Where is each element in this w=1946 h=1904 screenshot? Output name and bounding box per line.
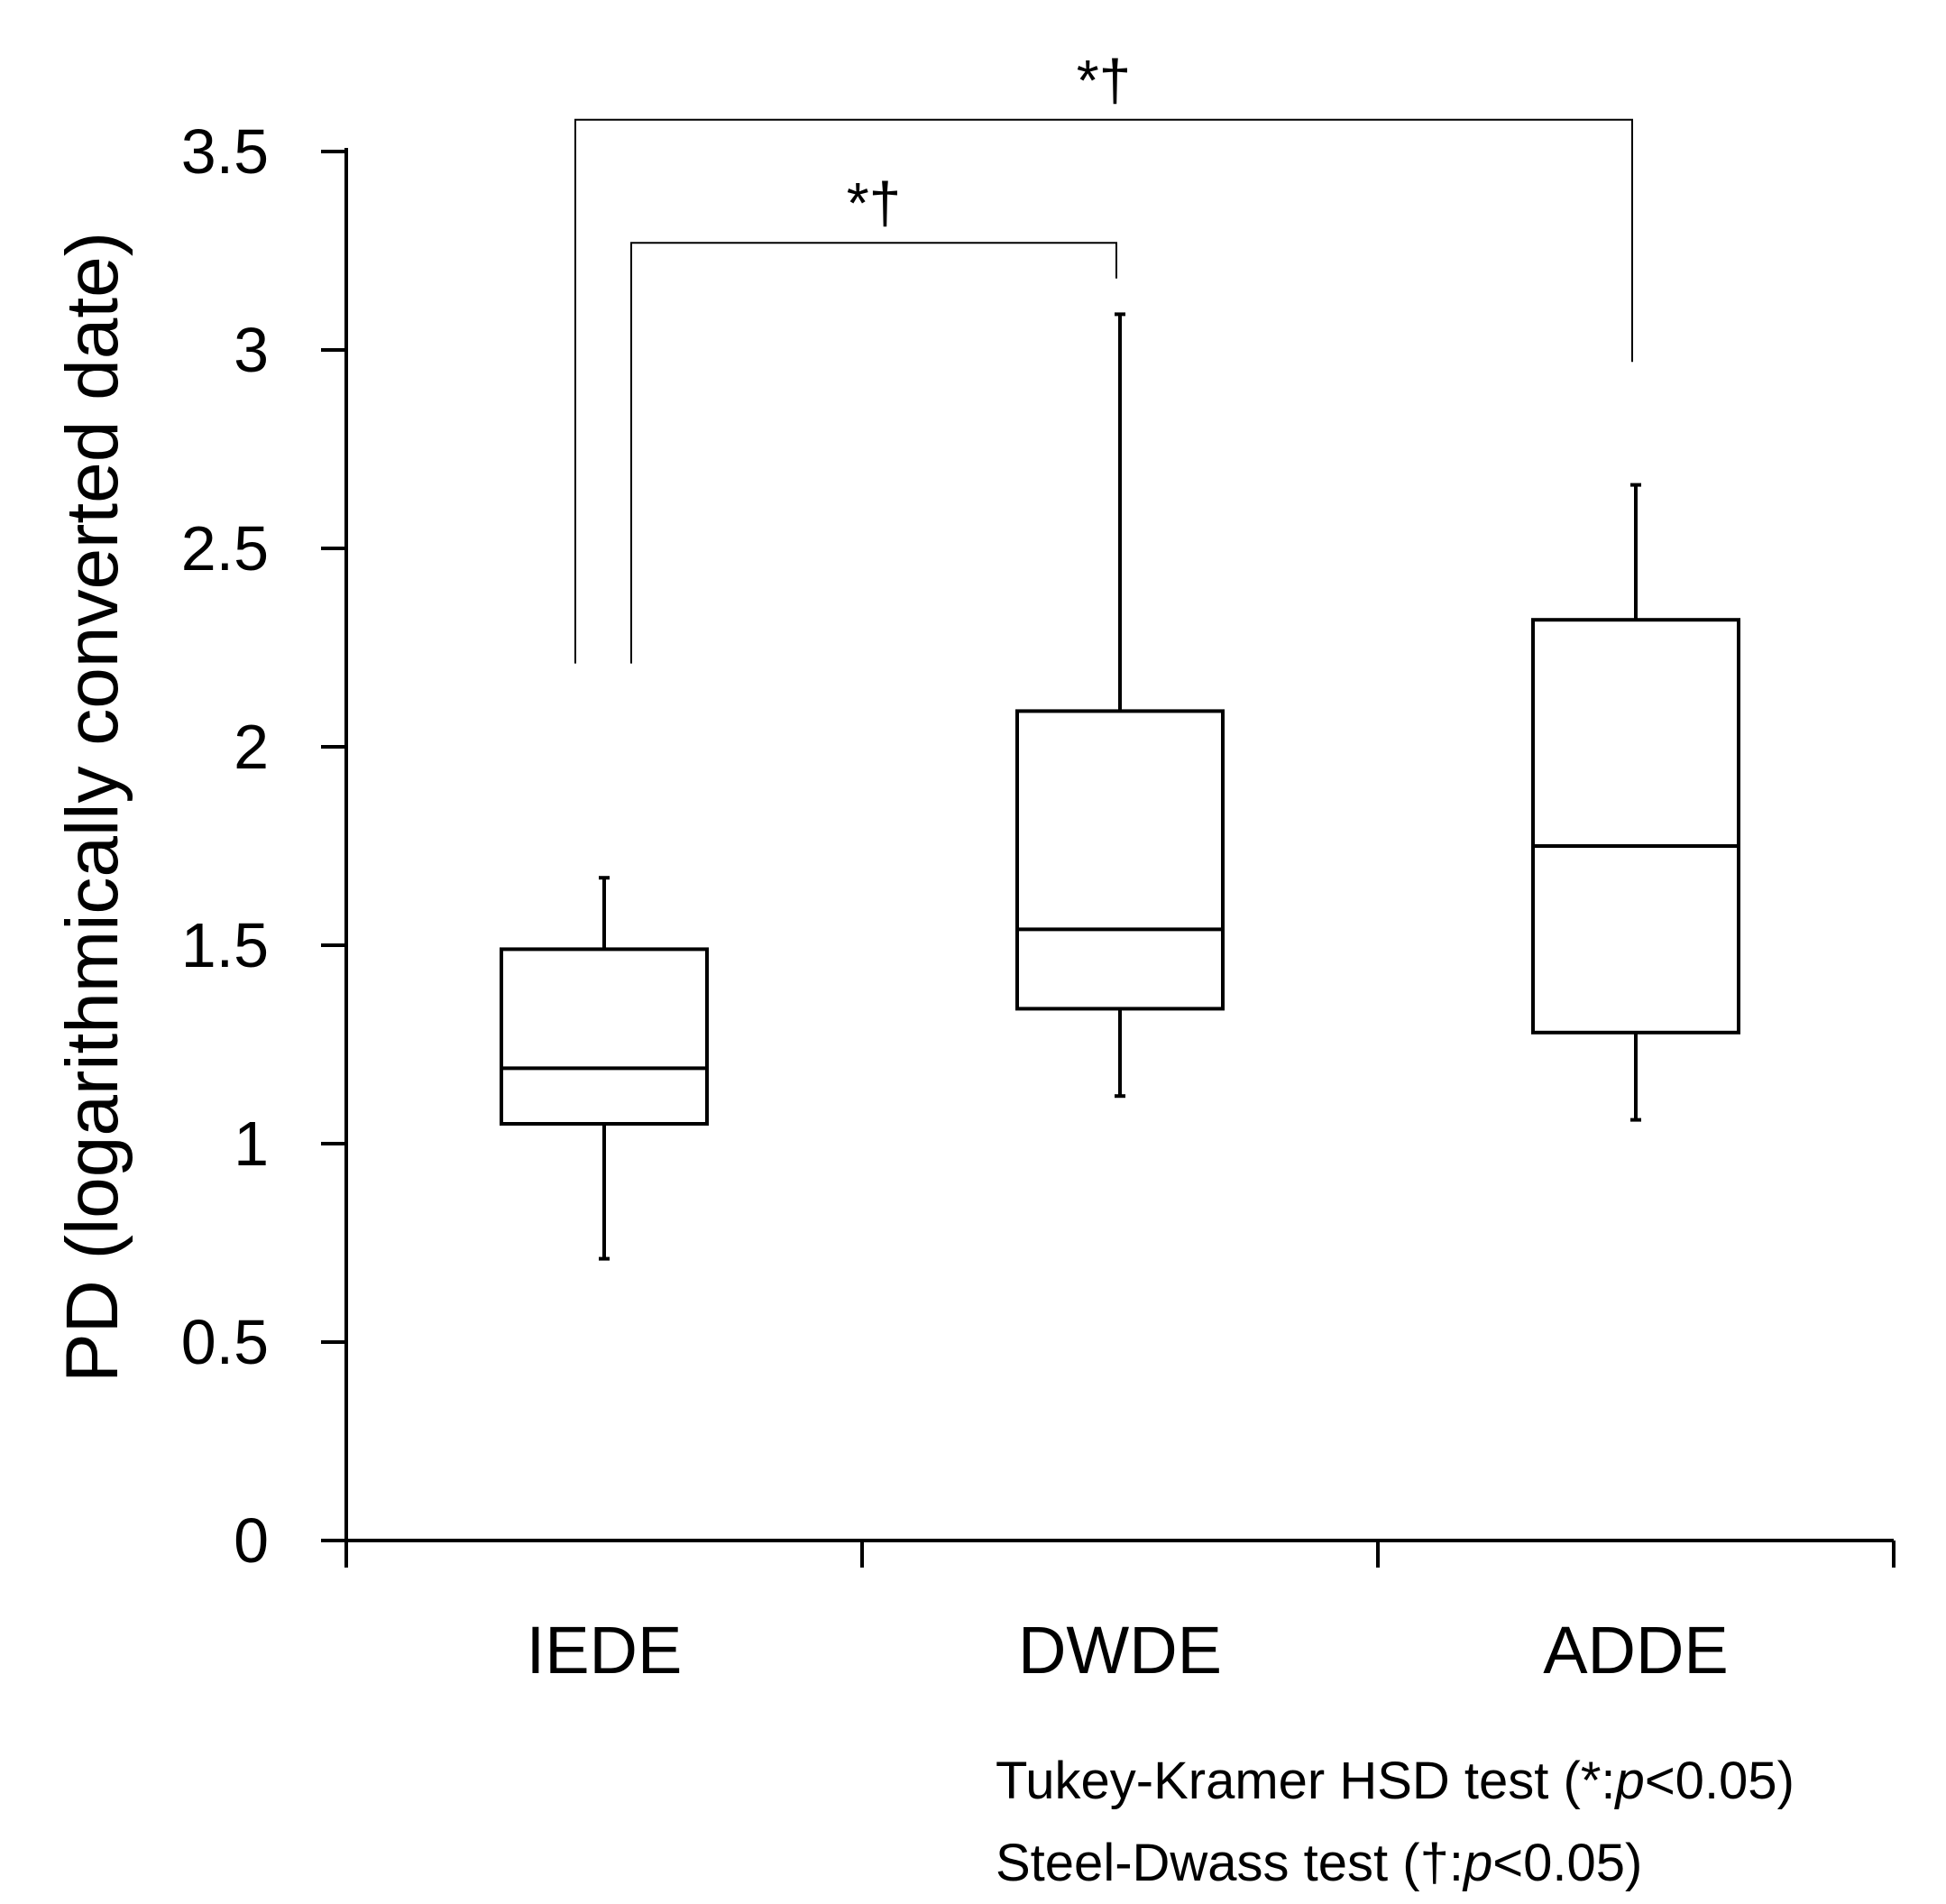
box-dwde [1015,312,1225,1099]
significance-marker: *† [847,170,902,235]
iqr-box [1531,618,1740,1035]
steel-dwass-note: Steel-Dwass test (†:p<0.05) [996,1834,1642,1892]
category-label: DWDE [1018,1613,1222,1688]
significance-marker: *† [1077,48,1132,113]
y-axis-ticks: 0 0.5 1 1.5 2 2.5 3 3.5 [181,116,346,1576]
significance-bracket: *† [574,48,1633,664]
y-axis-label: PD (logarithmically converted date) [51,232,133,1383]
y-tick-label: 1 [234,1108,269,1179]
iqr-box [500,947,709,1127]
bracket-line [574,118,1633,664]
y-tick-label: 3.5 [181,116,269,187]
category-label: ADDE [1543,1613,1729,1688]
y-tick-label: 2 [234,712,269,782]
significance-brackets: *† *† [574,48,1633,664]
significance-bracket: *† [630,170,1117,664]
category-label: IEDE [527,1613,683,1688]
iqr-box [1015,709,1225,1011]
y-tick-label: 0 [234,1505,269,1576]
y-tick-label: 2.5 [181,513,269,584]
tukey-kramer-note: Tukey-Kramer HSD test (*:p<0.05) [996,1752,1795,1810]
plot-axes [344,148,1896,1568]
box-series [500,312,1740,1261]
x-axis-categories: IEDE DWDE ADDE [527,1613,1729,1688]
y-tick-label: 3 [234,315,269,385]
y-tick-label: 0.5 [181,1307,269,1377]
box-iede [500,876,709,1261]
bracket-line [630,242,1117,664]
box-adde [1531,483,1740,1122]
y-tick-label: 1.5 [181,910,269,980]
